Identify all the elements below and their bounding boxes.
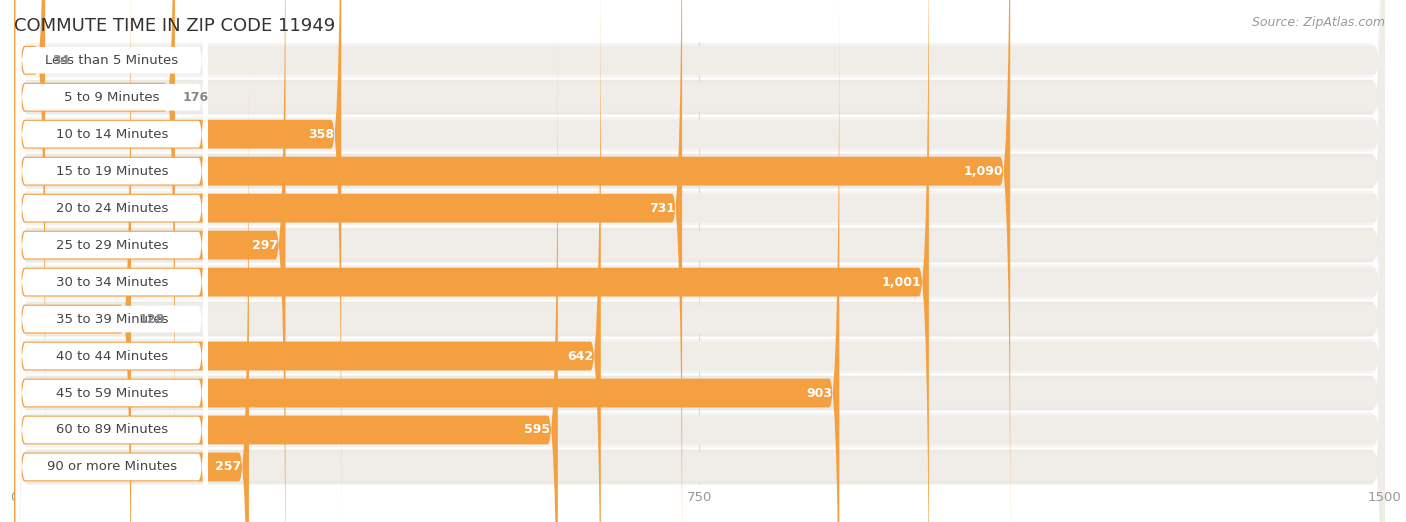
FancyBboxPatch shape <box>14 0 1385 522</box>
FancyBboxPatch shape <box>15 0 208 454</box>
Text: 60 to 89 Minutes: 60 to 89 Minutes <box>56 423 167 436</box>
Text: 15 to 19 Minutes: 15 to 19 Minutes <box>56 164 169 177</box>
FancyBboxPatch shape <box>15 0 208 522</box>
Text: 1,090: 1,090 <box>963 164 1002 177</box>
Text: 10 to 14 Minutes: 10 to 14 Minutes <box>56 128 169 141</box>
FancyBboxPatch shape <box>14 0 1385 522</box>
Text: 5 to 9 Minutes: 5 to 9 Minutes <box>65 91 160 104</box>
FancyBboxPatch shape <box>14 0 1385 522</box>
Text: 40 to 44 Minutes: 40 to 44 Minutes <box>56 350 167 363</box>
Text: Source: ZipAtlas.com: Source: ZipAtlas.com <box>1251 16 1385 29</box>
FancyBboxPatch shape <box>14 0 131 522</box>
Text: 25 to 29 Minutes: 25 to 29 Minutes <box>56 239 169 252</box>
Text: 257: 257 <box>215 460 242 473</box>
FancyBboxPatch shape <box>14 0 1385 522</box>
FancyBboxPatch shape <box>15 74 208 522</box>
Text: 731: 731 <box>648 201 675 215</box>
FancyBboxPatch shape <box>14 0 1385 522</box>
FancyBboxPatch shape <box>14 0 1385 490</box>
FancyBboxPatch shape <box>14 0 1385 522</box>
FancyBboxPatch shape <box>14 0 1385 522</box>
FancyBboxPatch shape <box>14 75 1385 522</box>
FancyBboxPatch shape <box>14 0 1385 522</box>
FancyBboxPatch shape <box>15 0 208 522</box>
FancyBboxPatch shape <box>14 0 285 522</box>
Text: 90 or more Minutes: 90 or more Minutes <box>46 460 177 473</box>
FancyBboxPatch shape <box>14 0 1385 522</box>
FancyBboxPatch shape <box>14 1 839 522</box>
Text: COMMUTE TIME IN ZIP CODE 11949: COMMUTE TIME IN ZIP CODE 11949 <box>14 17 335 34</box>
FancyBboxPatch shape <box>15 0 208 522</box>
FancyBboxPatch shape <box>14 0 1010 522</box>
Text: 595: 595 <box>524 423 551 436</box>
Text: 642: 642 <box>568 350 593 363</box>
FancyBboxPatch shape <box>14 0 1385 522</box>
FancyBboxPatch shape <box>15 0 208 417</box>
FancyBboxPatch shape <box>14 0 600 522</box>
FancyBboxPatch shape <box>14 0 342 522</box>
FancyBboxPatch shape <box>14 38 1385 522</box>
Text: 34: 34 <box>52 54 70 67</box>
Text: 128: 128 <box>138 313 165 326</box>
FancyBboxPatch shape <box>14 75 249 522</box>
FancyBboxPatch shape <box>14 0 682 522</box>
Text: 358: 358 <box>308 128 335 141</box>
FancyBboxPatch shape <box>15 0 208 522</box>
FancyBboxPatch shape <box>14 0 1385 453</box>
FancyBboxPatch shape <box>14 0 45 453</box>
FancyBboxPatch shape <box>14 0 1385 522</box>
FancyBboxPatch shape <box>14 1 1385 522</box>
Text: 297: 297 <box>252 239 278 252</box>
Text: 35 to 39 Minutes: 35 to 39 Minutes <box>56 313 169 326</box>
FancyBboxPatch shape <box>14 38 558 522</box>
FancyBboxPatch shape <box>14 0 1385 522</box>
FancyBboxPatch shape <box>15 0 208 522</box>
FancyBboxPatch shape <box>14 0 1385 522</box>
FancyBboxPatch shape <box>14 0 1385 522</box>
FancyBboxPatch shape <box>14 0 1385 522</box>
FancyBboxPatch shape <box>14 0 1385 522</box>
FancyBboxPatch shape <box>14 0 929 522</box>
Text: 1,001: 1,001 <box>882 276 921 289</box>
FancyBboxPatch shape <box>15 0 208 522</box>
FancyBboxPatch shape <box>14 0 1385 522</box>
Text: 45 to 59 Minutes: 45 to 59 Minutes <box>56 386 169 399</box>
FancyBboxPatch shape <box>15 0 208 491</box>
FancyBboxPatch shape <box>15 37 208 522</box>
Text: 20 to 24 Minutes: 20 to 24 Minutes <box>56 201 169 215</box>
FancyBboxPatch shape <box>15 111 208 522</box>
Text: 30 to 34 Minutes: 30 to 34 Minutes <box>56 276 169 289</box>
Text: 903: 903 <box>806 386 832 399</box>
Text: 176: 176 <box>183 91 208 104</box>
FancyBboxPatch shape <box>14 0 174 490</box>
FancyBboxPatch shape <box>14 0 1385 522</box>
Text: Less than 5 Minutes: Less than 5 Minutes <box>45 54 179 67</box>
FancyBboxPatch shape <box>14 0 1385 522</box>
